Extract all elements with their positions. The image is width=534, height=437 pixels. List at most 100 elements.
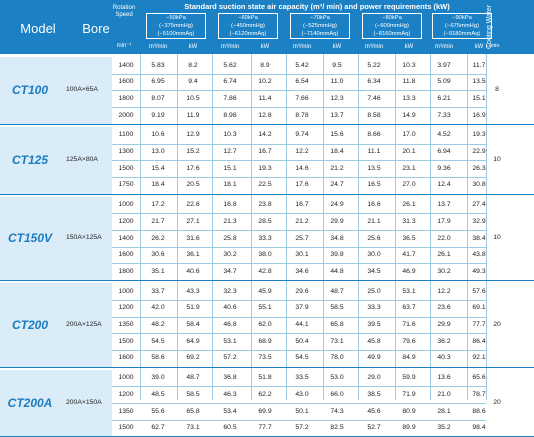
rotation-speed-cell: 1600 [118, 251, 134, 259]
column-divider [395, 54, 396, 400]
model-band [0, 196, 112, 281]
power-cell: 44.8 [330, 267, 344, 275]
capacity-cell: 26.2 [151, 234, 165, 242]
subheader-kw: kW [188, 44, 198, 50]
power-cell: 11.7 [472, 61, 486, 69]
power-cell: 51.9 [186, 304, 200, 312]
power-cell: 82.5 [330, 424, 344, 432]
power-cell: 98.4 [472, 424, 486, 432]
power-cell: 23.1 [402, 164, 416, 172]
power-cell: 53.0 [330, 374, 344, 382]
row-divider [112, 299, 486, 301]
power-cell: 65.8 [186, 407, 200, 415]
power-cell: 33.3 [258, 234, 272, 242]
condition-kpa: −50kPa [166, 15, 186, 21]
cooling-water-value: 8 [495, 86, 499, 94]
capacity-cell: 30.2 [437, 267, 451, 275]
bore-size: 100A×65A [66, 86, 98, 94]
capacity-cell: 16.5 [367, 181, 381, 189]
capacity-cell: 45.8 [367, 337, 381, 345]
capacity-cell: 53.4 [223, 407, 237, 415]
capacity-cell: 57.2 [295, 424, 309, 432]
power-cell: 41.7 [402, 251, 416, 259]
header-rotation-speed: Rotation Speed [112, 5, 136, 18]
power-cell: 79.6 [402, 337, 416, 345]
capacity-cell: 32.3 [223, 287, 237, 295]
capacity-cell: 4.52 [437, 131, 451, 139]
capacity-cell: 25.7 [295, 234, 309, 242]
row-divider [112, 230, 486, 231]
row-divider [112, 403, 486, 404]
power-cell: 13.3 [402, 94, 416, 102]
capacity-cell: 28.1 [437, 407, 451, 415]
capacity-cell: 33.5 [295, 374, 309, 382]
power-cell: 15.2 [186, 148, 200, 155]
capacity-cell: 7.33 [437, 111, 451, 119]
group-divider [0, 366, 534, 368]
power-cell: 28.5 [258, 217, 272, 225]
model-band [0, 126, 112, 194]
capacity-cell: 18.1 [223, 181, 237, 189]
rotation-speed-cell: 1500 [118, 164, 134, 172]
power-cell: 58.5 [330, 304, 344, 312]
power-cell: 58.4 [186, 321, 200, 328]
power-cell: 68.9 [258, 337, 272, 345]
capacity-cell: 15.4 [151, 164, 165, 172]
power-cell: 10.2 [258, 78, 272, 86]
power-cell: 38.4 [472, 234, 486, 242]
power-cell: 16.7 [258, 148, 272, 155]
condition-mmaq: (−7140mmAq) [301, 31, 339, 37]
power-cell: 55.1 [258, 304, 272, 312]
capacity-cell: 6.95 [151, 78, 165, 86]
power-cell: 49.3 [472, 267, 486, 275]
capacity-cell: 5.09 [437, 78, 451, 86]
capacity-cell: 45.6 [367, 407, 381, 415]
power-cell: 74.3 [330, 407, 344, 415]
subheader-capacity: m³/min [148, 44, 168, 50]
column-divider [140, 54, 141, 400]
capacity-cell: 8.98 [223, 111, 237, 119]
capacity-cell: 21.1 [367, 217, 381, 225]
condition-mmaq: (−9180mmAq) [443, 31, 481, 37]
capacity-cell: 8.78 [295, 111, 309, 119]
column-divider [358, 54, 359, 400]
capacity-cell: 33.3 [367, 304, 381, 312]
capacity-cell: 14.6 [295, 164, 309, 172]
cooling-water-value: 10 [493, 234, 501, 242]
power-cell: 89.9 [402, 424, 416, 432]
capacity-cell: 48.2 [151, 321, 165, 328]
capacity-cell: 37.9 [295, 304, 309, 312]
power-cell: 80.9 [402, 407, 416, 415]
power-cell: 77.7 [258, 424, 272, 432]
rotation-speed-cell: 1000 [118, 201, 134, 209]
row-divider [112, 90, 486, 92]
power-cell: 45.9 [258, 287, 272, 295]
cooling-water-value: 20 [493, 399, 501, 406]
capacity-cell: 36.2 [437, 337, 451, 345]
power-cell: 92.1 [472, 354, 486, 362]
power-cell: 13.7 [330, 111, 344, 119]
power-cell: 31.6 [186, 234, 200, 242]
power-cell: 84.9 [402, 354, 416, 362]
model-band [0, 57, 112, 124]
power-cell: 65.6 [472, 374, 486, 382]
capacity-cell: 33.7 [151, 287, 165, 295]
column-divider [177, 54, 178, 400]
capacity-cell: 50.1 [295, 407, 309, 415]
condition-mmhg: (−675mmHg) [445, 23, 479, 29]
capacity-cell: 57.2 [223, 354, 237, 362]
power-cell: 36.1 [186, 251, 200, 259]
condition-header: −50kPa (−375mmHg) (−5100mmAq) [146, 13, 206, 39]
capacity-cell: 46.3 [223, 390, 237, 398]
power-cell: 17.0 [402, 131, 416, 139]
capacity-cell: 52.7 [367, 424, 381, 432]
capacity-cell: 62.7 [151, 424, 165, 432]
capacity-cell: 26.1 [437, 251, 451, 259]
row-divider [112, 316, 486, 318]
capacity-cell: 29.6 [295, 287, 309, 295]
header-main-title: Standard suction state air capacity (m³/… [184, 2, 450, 11]
power-cell: 11.0 [330, 78, 344, 86]
power-cell: 22.9 [472, 148, 486, 155]
capacity-cell: 16.8 [223, 201, 237, 209]
capacity-cell: 30.6 [151, 251, 165, 259]
